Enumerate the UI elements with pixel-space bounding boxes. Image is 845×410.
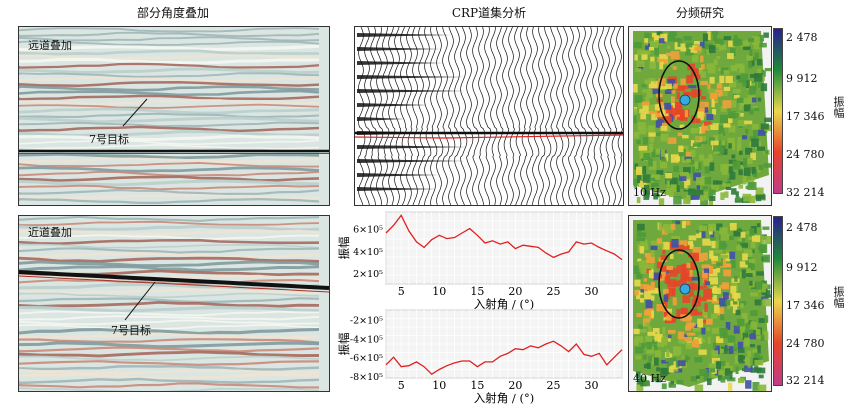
x-tick-label: 15 [470,285,484,298]
crp-title: CRP道集分析 [451,6,527,20]
near-stack-seismic [19,216,329,391]
y-tick-label: -8×10⁵ [350,372,383,383]
avo-chart-positive: 5 10 15 20 25 30 2×10⁵ 4×10⁵ 6×10⁵ 入射角 / (°) 振幅 [337,211,623,311]
far-stack-panel: 远道叠加 7号目标 [18,26,330,206]
colorbar-bottom-tick: 2 478 [786,221,818,234]
target-ellipse [658,249,700,319]
colorbar-bottom-tick: 17 346 [786,299,825,312]
avo-chart-negative: 5 10 15 20 25 30 -2×10⁵ -4×10⁵ -6×10⁵ -8×10⁵ 入射角 /… [337,309,623,405]
near-stack-panel: 近道叠加 7号目标 [18,215,330,392]
crp-gather-panel [354,26,624,206]
series-line [385,340,623,376]
y-axis-label: 振幅 [337,237,351,260]
colorbar-bottom-label: 振幅 [832,286,845,308]
colorbar-bottom-tick: 24 780 [786,337,825,350]
colorbar-top-tick: 32 214 [786,186,825,199]
colorbar-top-tick: 24 780 [786,148,825,161]
well-marker [679,94,691,106]
x-axis-label: 入射角 / (°) [474,391,534,405]
colorbar-bottom-tick: 32 214 [786,374,825,387]
y-tick-label: -6×10⁵ [350,353,383,364]
x-tick-label: 20 [508,285,522,298]
y-tick-label: -4×10⁵ [350,334,383,345]
colorbar-top-tick: 9 912 [786,72,818,85]
far-stack-label: 远道叠加 [28,39,72,52]
colorbar-top-tick: 2 478 [786,31,818,44]
target-ellipse [658,60,700,130]
well-marker [679,283,691,295]
x-tick-label: 5 [398,285,405,298]
far-target-pointer [122,98,148,127]
x-tick-label: 25 [546,379,560,392]
colorbar-top-tick: 17 346 [786,110,825,123]
x-tick-label: 10 [432,285,446,298]
spectral-title: 分频研究 [675,6,724,20]
spectral-map-40hz-image [633,220,771,391]
y-tick-label: 6×10⁵ [353,225,383,236]
y-axis-label: 振幅 [337,333,351,356]
near-target-label: 7号目标 [111,324,151,337]
colorbar-bottom-tick: 9 912 [786,261,818,274]
far-stack-seismic [19,27,329,205]
colorbar-top-label: 振幅 [832,96,845,118]
colorbar-bottom [773,216,783,386]
x-tick-label: 25 [546,285,560,298]
spectral-map-10hz-image [633,31,771,205]
x-tick-label: 15 [470,379,484,392]
spectral-map-10hz: 10 Hz [628,26,772,206]
x-axis-label: 入射角 / (°) [474,297,534,311]
far-target-label: 7号目标 [89,133,129,146]
x-tick-label: 20 [508,379,522,392]
freq-label-10hz: 10 Hz [633,186,666,199]
near-target-pointer [124,281,156,321]
series-line [385,214,623,261]
x-tick-label: 30 [585,285,599,298]
near-stack-label: 近道叠加 [28,226,72,239]
freq-label-40hz: 40 Hz [633,372,666,385]
x-tick-label: 30 [585,379,599,392]
partial-stack-title: 部分角度叠加 [136,6,209,20]
x-tick-label: 10 [432,379,446,392]
crp-gather-traces [355,27,623,205]
colorbar-top [773,28,783,194]
y-tick-label: 4×10⁵ [353,247,383,258]
x-tick-label: 5 [398,379,405,392]
spectral-map-40hz: 40 Hz [628,215,772,392]
y-tick-label: 2×10⁵ [353,269,383,280]
y-tick-label: -2×10⁵ [350,315,383,326]
